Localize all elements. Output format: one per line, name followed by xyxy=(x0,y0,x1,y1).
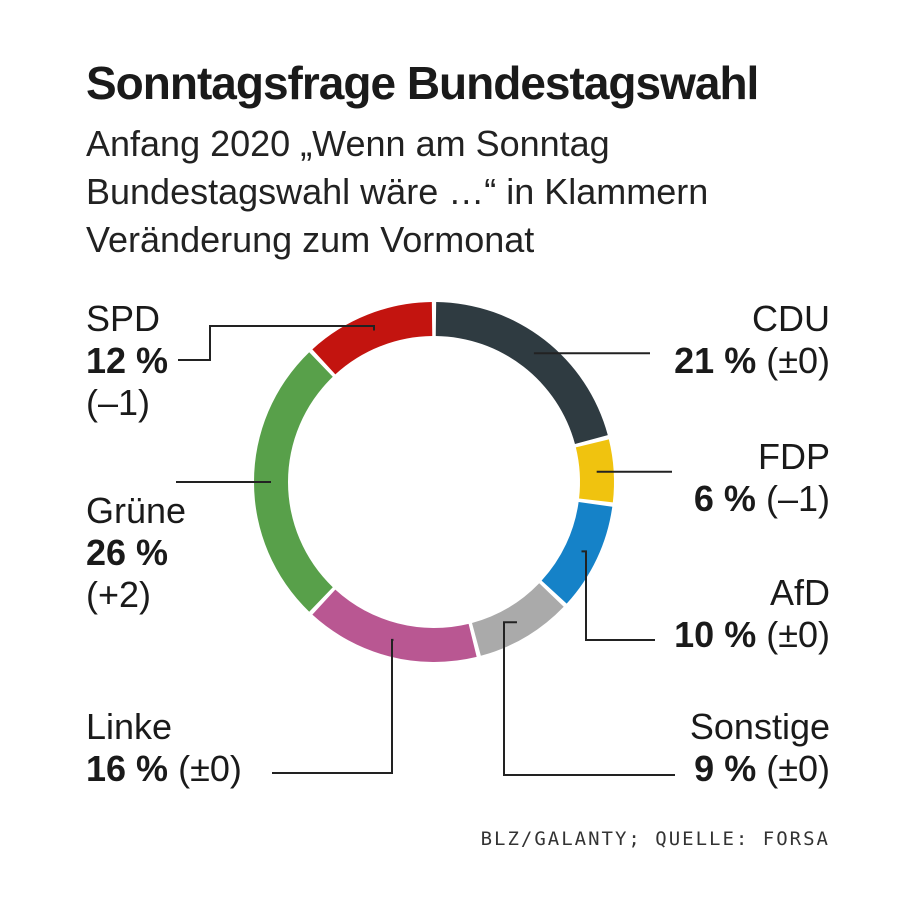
slice-spd xyxy=(312,302,433,375)
slice-name: FDP xyxy=(758,436,830,477)
leader-line-spd xyxy=(178,325,375,361)
label-gruene: Grüne 26 % (+2) xyxy=(86,490,186,616)
source-credit: BLZ/GALANTY; QUELLE: FORSA xyxy=(480,828,830,850)
label-cdu: CDU 21 % (±0) xyxy=(674,298,830,382)
slice-change: (+2) xyxy=(86,574,152,615)
slice-name: CDU xyxy=(752,298,830,339)
slice-change: (–1) xyxy=(765,478,830,519)
slice-name: Sonstige xyxy=(689,706,830,747)
leader-line-linke xyxy=(272,638,394,774)
slice-value: 10 % xyxy=(674,614,757,655)
slice-fdp xyxy=(575,439,614,503)
slice-value: 21 % xyxy=(674,340,757,381)
label-fdp: FDP 6 % (–1) xyxy=(694,436,830,520)
label-afd: AfD 10 % (±0) xyxy=(674,572,830,656)
slice-name: Linke xyxy=(86,706,173,747)
slice-linke xyxy=(312,589,477,662)
slice-change: (±0) xyxy=(178,748,242,789)
leader-line-sonstige xyxy=(503,621,675,776)
slice-value: 12 % xyxy=(86,340,169,381)
chart-title: Sonntagsfrage Bundestagswahl xyxy=(86,57,759,109)
slice-value: 6 % xyxy=(693,478,756,519)
slice-cdu xyxy=(435,302,608,444)
slice-sonstige xyxy=(472,583,564,656)
slice-change: (–1) xyxy=(86,382,151,423)
slice-value: 9 % xyxy=(694,748,757,789)
slice-value: 26 % xyxy=(86,532,169,573)
slice-name: Grüne xyxy=(86,490,187,531)
leader-line-afd xyxy=(581,550,655,641)
subtitle-line: Bundestagswahl wäre …“ in Klammern xyxy=(86,171,709,212)
slice-afd xyxy=(541,502,613,604)
slice-grüne xyxy=(254,352,333,612)
slice-change: (±0) xyxy=(766,748,830,789)
slice-name: AfD xyxy=(769,572,830,613)
label-linke: Linke 16 % (±0) xyxy=(86,706,242,790)
slice-name: SPD xyxy=(86,298,161,339)
label-sonstige: Sonstige 9 % (±0) xyxy=(690,706,830,790)
slice-value: 16 % xyxy=(86,748,169,789)
chart-subtitle: Anfang 2020 „Wenn am Sonntag Bundestagsw… xyxy=(86,120,846,264)
subtitle-line: Anfang 2020 „Wenn am Sonntag xyxy=(86,123,610,164)
slice-change: (±0) xyxy=(766,340,830,381)
slice-change: (±0) xyxy=(766,614,830,655)
subtitle-line: Veränderung zum Vormonat xyxy=(86,219,535,260)
label-spd: SPD 12 % (–1) xyxy=(86,298,168,424)
